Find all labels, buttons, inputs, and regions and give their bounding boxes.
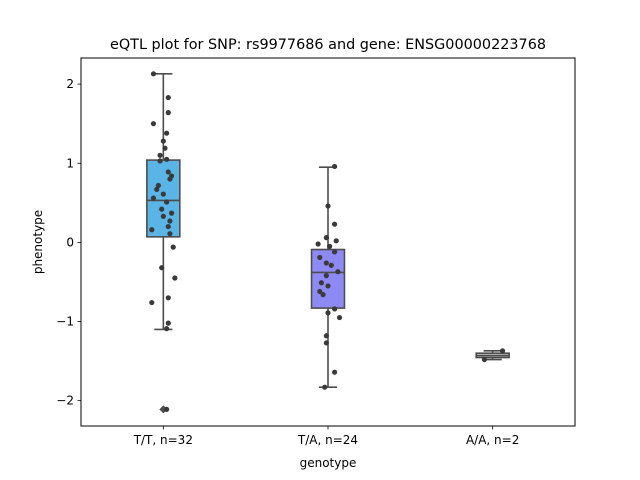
data-point (164, 326, 170, 332)
data-point (165, 223, 171, 230)
data-point (157, 152, 163, 158)
x-axis-ticks: T/T, n=32 T/A, n=24 A/A, n=2 (133, 426, 519, 447)
x-tick-label: T/A, n=24 (297, 433, 358, 447)
data-point (168, 210, 175, 216)
data-point (320, 292, 326, 298)
data-point (165, 295, 171, 301)
data-point (315, 241, 321, 247)
data-point (481, 356, 488, 363)
data-point (150, 121, 157, 127)
data-point (165, 110, 171, 116)
data-point (165, 169, 171, 175)
data-point (164, 406, 170, 412)
data-point (322, 384, 328, 390)
data-point (154, 186, 160, 192)
data-point (167, 231, 173, 237)
data-point (165, 94, 171, 101)
y-axis-ticks: 2 1 0 −1 −2 (56, 77, 81, 408)
data-point (164, 130, 170, 136)
data-point (170, 244, 176, 250)
x-tick-label: T/T, n=32 (133, 433, 193, 447)
data-point (160, 138, 166, 144)
data-point (323, 340, 329, 346)
y-tick-label: −2 (56, 394, 74, 408)
data-point (323, 333, 329, 339)
data-point (159, 206, 165, 212)
data-point (331, 221, 338, 227)
data-point (317, 254, 323, 261)
data-point (149, 227, 155, 233)
box-3 (475, 350, 510, 361)
data-point (160, 191, 166, 197)
data-point (323, 260, 329, 266)
box-series (146, 73, 510, 414)
data-point (331, 306, 338, 312)
data-point (167, 218, 173, 224)
data-point (325, 283, 331, 289)
data-point (499, 348, 506, 354)
data-point (164, 156, 170, 162)
data-point (164, 199, 170, 205)
x-tick-label: A/A, n=2 (466, 433, 519, 447)
data-point (333, 238, 339, 244)
y-tick-label: 2 (66, 77, 74, 91)
y-tick-label: −1 (56, 315, 74, 329)
data-point (323, 273, 329, 279)
axes-frame (80, 57, 576, 427)
y-tick-label: 1 (66, 156, 74, 170)
data-point (150, 195, 157, 201)
y-axis-label: phenotype (31, 210, 45, 274)
data-point (165, 320, 171, 326)
data-points (149, 71, 506, 412)
data-point (328, 262, 334, 268)
data-point (167, 176, 173, 182)
data-point (157, 158, 163, 164)
data-point (159, 265, 165, 271)
data-point (336, 314, 343, 321)
data-point (323, 235, 329, 241)
data-point (150, 71, 157, 77)
data-point (317, 288, 323, 295)
data-point (325, 203, 331, 209)
x-axis-label: genotype (300, 456, 357, 470)
data-point (149, 299, 155, 306)
box-body (310, 248, 346, 309)
data-point (160, 213, 166, 219)
data-point (162, 145, 168, 151)
chart-title: eQTL plot for SNP: rs9977686 and gene: E… (110, 37, 546, 53)
data-point (155, 182, 161, 189)
data-point (172, 275, 178, 281)
data-point (331, 249, 338, 255)
box-2 (310, 166, 346, 389)
data-point (335, 269, 341, 275)
data-point (331, 163, 338, 170)
data-point (327, 243, 333, 249)
y-tick-label: 0 (66, 235, 74, 249)
data-point (331, 369, 338, 375)
data-point (318, 280, 325, 286)
data-point (325, 310, 331, 316)
